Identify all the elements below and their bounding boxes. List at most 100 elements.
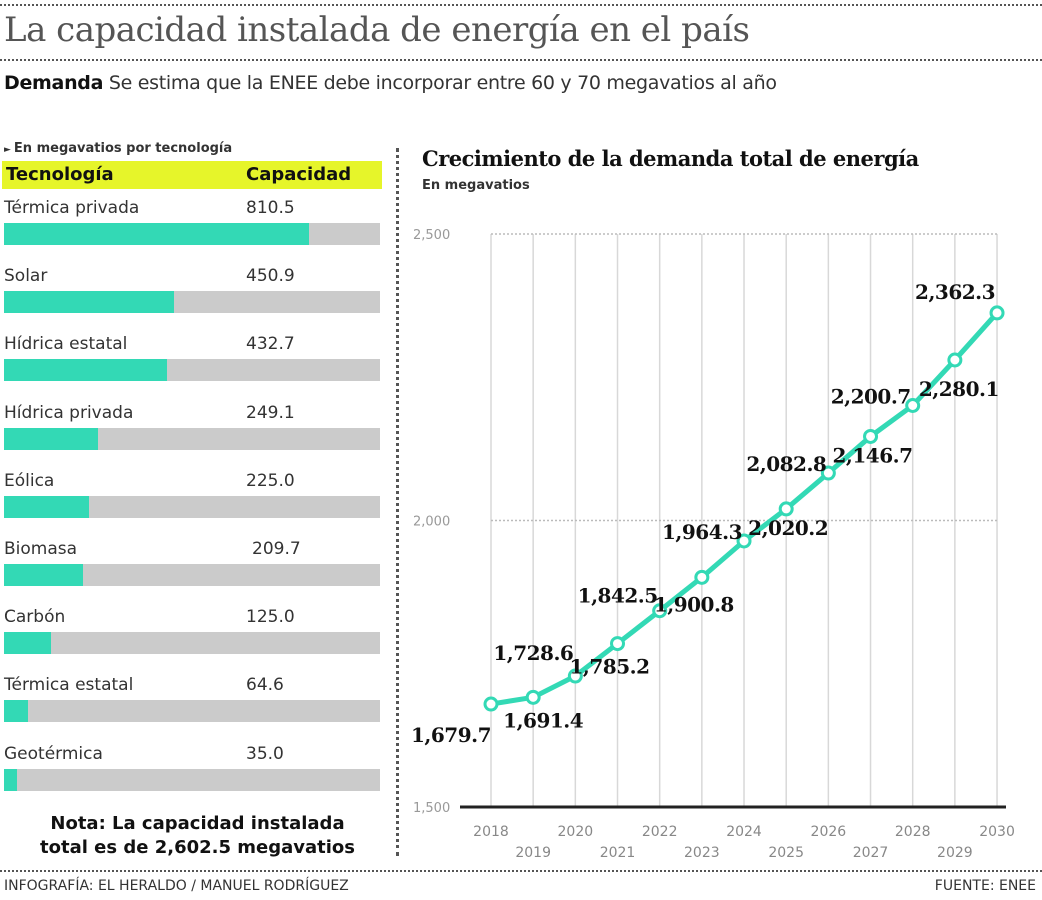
data-point-marker	[736, 533, 752, 549]
data-point-marker	[820, 465, 836, 481]
capacity-bar-track	[4, 495, 380, 518]
subtitle: Demanda Se estima que la ENEE debe incor…	[4, 72, 777, 94]
capacity-bar	[4, 291, 174, 314]
capacity-row: Hídrica privada 249.1	[4, 403, 380, 471]
capacity-bar	[4, 359, 167, 382]
capacity-bar	[4, 564, 83, 586]
data-label: 2,280.1	[919, 377, 999, 401]
data-point-marker	[610, 636, 626, 652]
data-label: 1,842.5	[578, 584, 658, 608]
page-title: La capacidad instalada de energía en el …	[4, 10, 750, 50]
capacity-row: Solar 450.9	[4, 266, 380, 334]
capacity-row: Carbón 125.0	[4, 607, 380, 675]
data-point-marker	[947, 352, 963, 368]
capacity-bar-track	[4, 564, 380, 586]
x-tick-label: 2027	[853, 845, 889, 861]
capacity-bar-track	[4, 700, 380, 723]
capacity-bar-track	[4, 291, 380, 314]
data-label: 2,200.7	[831, 384, 911, 408]
total-note: Nota: La capacidad instalada total es de…	[10, 812, 385, 860]
data-point-marker	[694, 569, 710, 585]
capacity-bar-track	[4, 768, 380, 791]
data-point-marker	[483, 696, 499, 712]
data-label: 2,020.2	[748, 516, 828, 540]
capacity-value: 125.0	[246, 607, 295, 628]
capacity-bar-track	[4, 427, 380, 450]
chart-subtitle: En megavatios	[422, 178, 530, 193]
top-divider	[0, 4, 1042, 6]
data-label: 1,785.2	[570, 655, 650, 679]
x-tick-label: 2018	[473, 824, 509, 840]
x-tick-label: 2030	[979, 824, 1015, 840]
table-note: ► En megavatios por tecnología	[4, 141, 232, 156]
data-point-marker	[525, 689, 541, 705]
x-tick-label: 2028	[895, 824, 931, 840]
data-point-marker	[863, 428, 879, 444]
capacity-value: 35.0	[246, 743, 284, 764]
x-tick-label: 2023	[684, 845, 720, 861]
capacity-bar-track	[4, 223, 380, 245]
subtitle-lead: Demanda	[4, 72, 104, 94]
capacity-row: Eólica 225.0	[4, 471, 380, 539]
x-tick-label: 2025	[768, 845, 804, 861]
total-note-line2: total es de 2,602.5 megavatios	[40, 837, 355, 858]
capacity-bar	[4, 223, 309, 245]
vertical-divider	[396, 148, 399, 856]
chart-title: Crecimiento de la demanda total de energ…	[422, 146, 919, 171]
x-tick-label: 2020	[558, 824, 594, 840]
technology-name: Carbón	[4, 607, 66, 628]
data-point-marker	[652, 603, 668, 619]
technology-name: Térmica privada	[4, 198, 140, 218]
y-tick-label: 2,000	[413, 515, 450, 530]
x-tick-label: 2019	[515, 845, 551, 861]
data-label: 2,082.8	[746, 452, 826, 476]
data-point-marker	[778, 501, 794, 517]
table-header: Tecnología Capacidad	[2, 161, 382, 189]
technology-name: Eólica	[4, 470, 55, 491]
capacity-value: 209.7	[252, 539, 301, 559]
x-tick-label: 2029	[937, 845, 973, 861]
column-header-capacity: Capacidad	[246, 164, 352, 185]
table-note-text: En megavatios por tecnología	[13, 141, 233, 156]
technology-name: Solar	[4, 266, 48, 287]
capacity-bar	[4, 427, 98, 450]
data-label: 2,362.3	[915, 280, 995, 304]
column-header-technology: Tecnología	[6, 164, 114, 185]
capacity-value: 64.6	[246, 675, 284, 696]
capacity-row: Geotérmica 35.0	[4, 744, 380, 812]
x-tick-label: 2024	[726, 824, 762, 840]
capacity-bar-track	[4, 359, 380, 382]
technology-name: Geotérmica	[4, 743, 103, 764]
capacity-value: 432.7	[246, 334, 295, 355]
technology-name: Biomasa	[4, 539, 78, 559]
capacity-value: 810.5	[246, 198, 295, 218]
capacity-value: 249.1	[246, 402, 295, 423]
technology-name: Hídrica privada	[4, 402, 134, 423]
x-tick-label: 2026	[811, 824, 847, 840]
subtitle-text: Se estima que la ENEE debe incorporar en…	[103, 72, 777, 94]
data-point-marker	[989, 305, 1005, 321]
data-point-marker	[567, 668, 583, 684]
data-label: 1,900.8	[654, 592, 734, 616]
total-note-line1: Nota: La capacidad instalada	[50, 813, 345, 834]
capacity-bar	[4, 495, 89, 518]
data-label: 1,964.3	[662, 520, 742, 544]
capacity-value: 225.0	[246, 470, 295, 491]
credit: INFOGRAFÍA: EL HERALDO / MANUEL RODRÍGUE…	[4, 878, 349, 894]
x-tick-label: 2022	[642, 824, 678, 840]
title-divider	[0, 59, 1042, 61]
capacity-row: Térmica privada 810.5	[4, 198, 380, 266]
y-tick-label: 2,500	[413, 228, 450, 243]
capacity-bar-track	[4, 632, 380, 655]
capacity-bar	[4, 632, 51, 655]
technology-name: Hídrica estatal	[4, 334, 128, 355]
y-tick-label: 1,500	[413, 801, 450, 816]
source: FUENTE: ENEE	[934, 878, 1036, 894]
x-tick-label: 2021	[600, 845, 636, 861]
capacity-row: Hídrica estatal 432.7	[4, 334, 380, 402]
capacity-bar	[4, 768, 18, 791]
data-point-marker	[905, 397, 921, 413]
capacity-row: Térmica estatal 64.6	[4, 675, 380, 743]
data-label: 1,679.7	[411, 723, 491, 747]
